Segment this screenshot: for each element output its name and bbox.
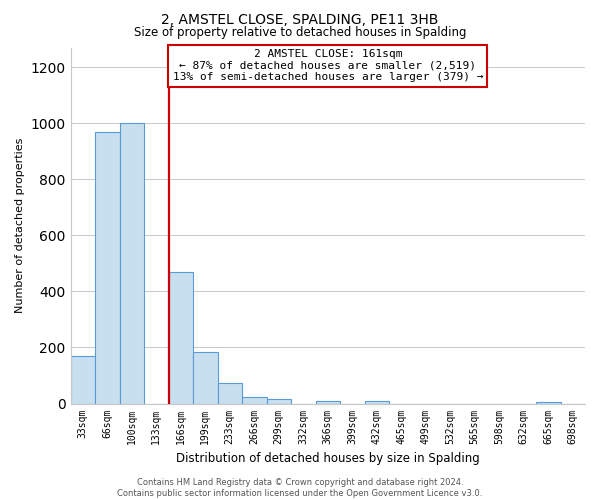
Y-axis label: Number of detached properties: Number of detached properties [15, 138, 25, 313]
Bar [119, 123, 144, 404]
Text: 2 AMSTEL CLOSE: 161sqm
← 87% of detached houses are smaller (2,519)
13% of semi-: 2 AMSTEL CLOSE: 161sqm ← 87% of detached… [173, 50, 483, 82]
X-axis label: Distribution of detached houses by size in Spalding: Distribution of detached houses by size … [176, 452, 479, 465]
Bar [365, 401, 389, 404]
Text: Contains HM Land Registry data © Crown copyright and database right 2024.
Contai: Contains HM Land Registry data © Crown c… [118, 478, 482, 498]
Bar [242, 396, 266, 404]
Text: 2, AMSTEL CLOSE, SPALDING, PE11 3HB: 2, AMSTEL CLOSE, SPALDING, PE11 3HB [161, 12, 439, 26]
Bar [536, 402, 560, 404]
Bar [218, 382, 242, 404]
Bar [169, 272, 193, 404]
Bar [193, 352, 218, 404]
Bar [266, 400, 291, 404]
Bar [316, 401, 340, 404]
Text: Size of property relative to detached houses in Spalding: Size of property relative to detached ho… [134, 26, 466, 39]
Bar [95, 132, 119, 404]
Bar [71, 356, 95, 404]
